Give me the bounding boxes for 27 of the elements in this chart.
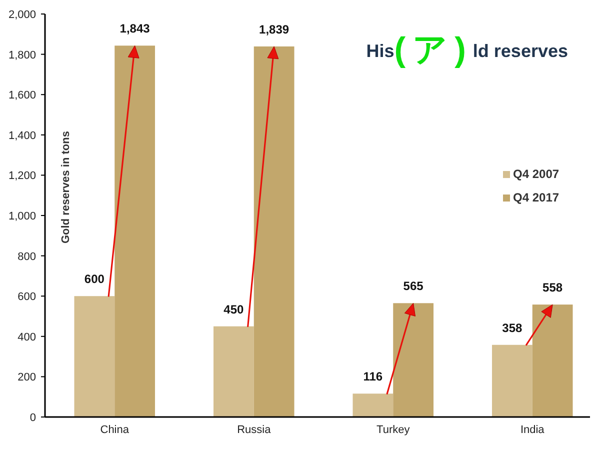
legend-label: Q4 2017 [513,190,560,205]
y-tick-label: 1,200 [8,170,36,182]
x-tick-label: Turkey [376,424,410,436]
y-axis-title: Gold reserves in tons [60,131,72,244]
data-label: 565 [403,279,424,294]
data-label: 450 [224,302,244,316]
y-tick-label: 200 [18,372,36,384]
y-tick-label: 1,800 [8,49,36,62]
y-tick-label: 400 [18,331,36,344]
data-label: 1,843 [120,22,150,36]
data-label: 116 [363,370,383,384]
data-label: 1,839 [259,22,290,36]
x-tick-label: India [520,424,546,436]
y-tick-label: 1,000 [8,210,36,222]
data-label: 558 [542,280,563,295]
y-tick-label: 600 [18,291,36,304]
data-label: 358 [502,320,523,335]
legend-label: Q4 2007 [513,167,560,182]
y-tick-label: 0 [30,412,36,424]
title: His(ア)ld reserves [366,31,568,69]
y-tick-label: 2,000 [8,9,36,21]
y-tick-label: 800 [18,250,36,263]
x-tick-label: Russia [237,424,272,436]
x-tick-label: China [100,424,130,436]
data-label: 600 [84,272,105,286]
y-tick-label: 1,600 [8,90,36,102]
y-tick-label: 1,400 [8,130,36,142]
